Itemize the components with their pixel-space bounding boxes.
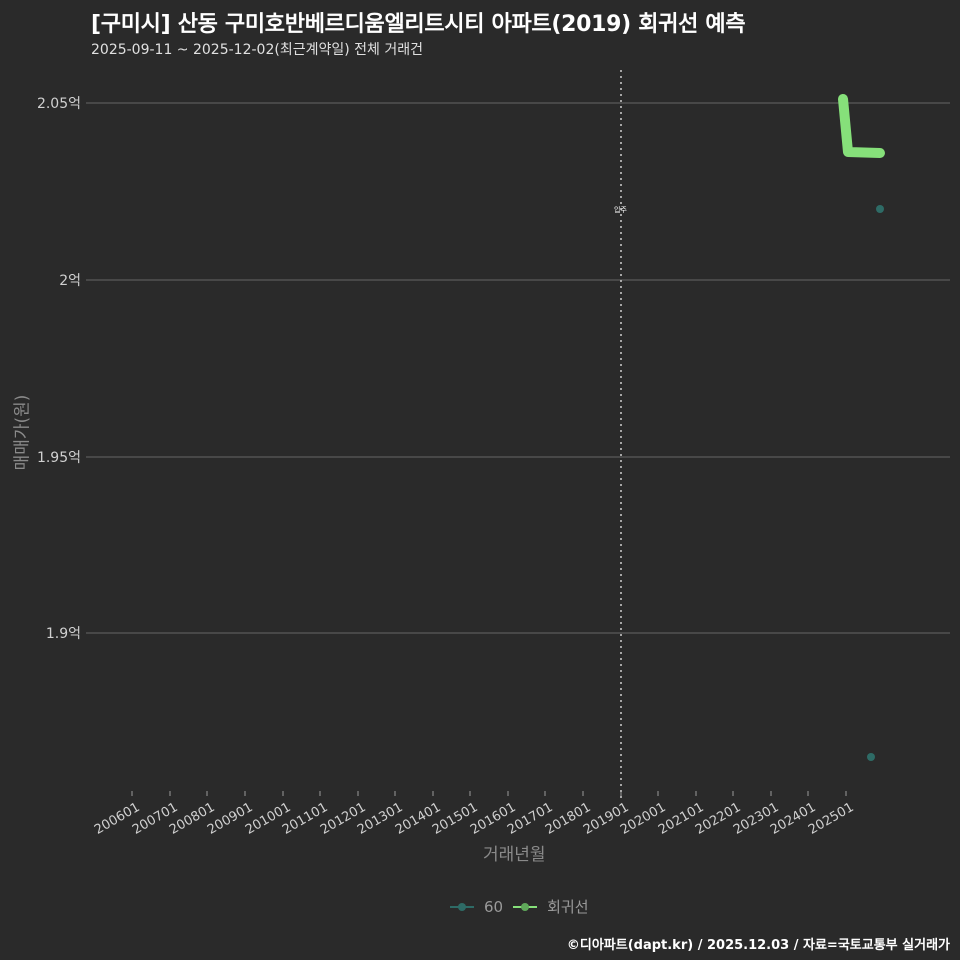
data-point xyxy=(867,753,875,761)
legend-label: 회귀선 xyxy=(547,898,589,916)
move-in-label: 입주 xyxy=(614,206,627,214)
source-caption: ©디아파트(dapt.kr) / 2025.12.03 / 자료=국토교통부 실… xyxy=(566,938,950,953)
legend-item-60[interactable]: 60 xyxy=(450,898,503,916)
y-tick-label: 2.05억 xyxy=(36,96,81,112)
x-axis-ticks xyxy=(131,791,847,796)
x-axis-label: 거래년월 xyxy=(483,845,546,865)
legend-label: 60 xyxy=(484,897,504,916)
legend-item-regression[interactable]: 회귀선 xyxy=(513,896,589,917)
y-tick-label: 1.9억 xyxy=(45,626,81,642)
y-axis-label: 매매가(원) xyxy=(12,394,33,471)
regression-line xyxy=(838,94,885,158)
legend-key-60-icon xyxy=(450,901,474,913)
legend: 60 회귀선 xyxy=(450,896,589,917)
chart-subtitle: 2025-09-11 ~ 2025-12-02(최근계약일) 전체 거래건 xyxy=(91,42,423,58)
legend-key-regression-icon xyxy=(513,901,538,913)
data-point xyxy=(876,205,884,213)
chart-title: [구미시] 산동 구미호반베르디움엘리트시티 아파트(2019) 회귀선 예측 xyxy=(91,12,746,37)
y-tick-label: 1.95억 xyxy=(36,450,81,466)
gridlines xyxy=(86,102,950,634)
y-tick-label: 2억 xyxy=(59,273,81,289)
